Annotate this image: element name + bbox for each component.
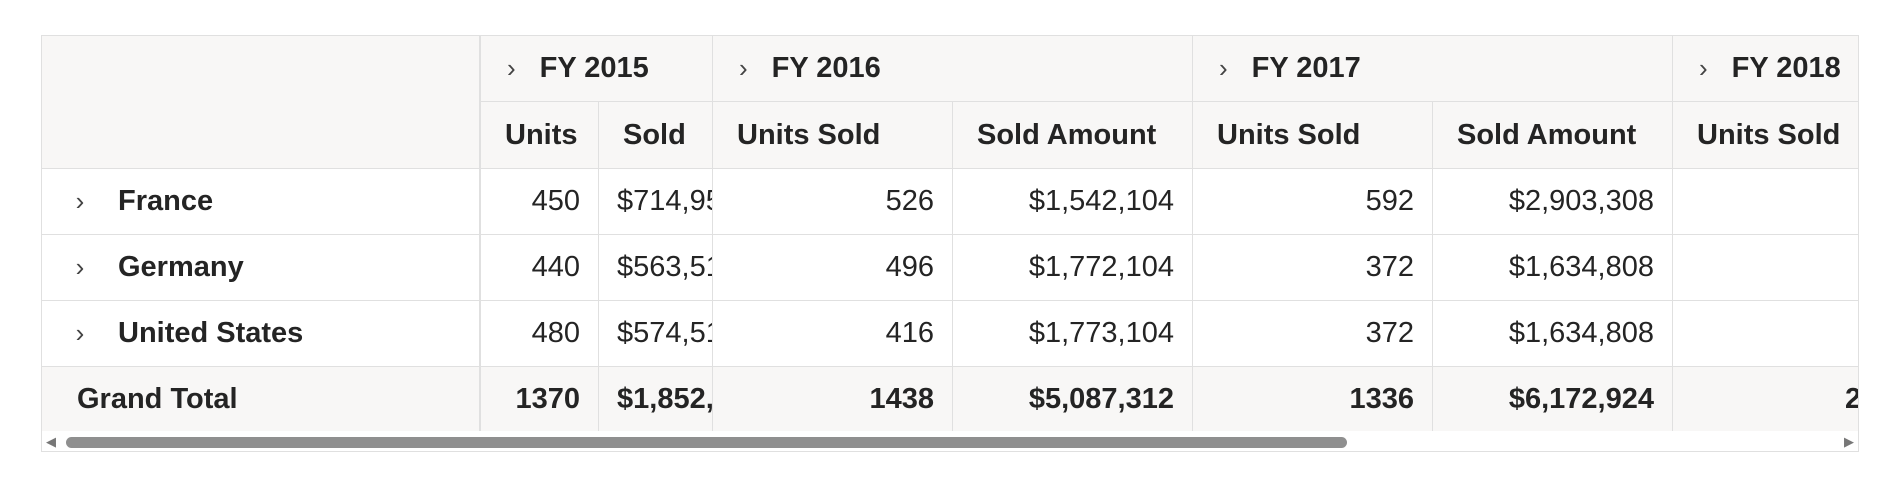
grand-total-cell: $1,852, [599, 367, 713, 431]
column-header-fy2016-sold-amount[interactable]: Sold Amount [953, 102, 1193, 169]
column-group-label: FY 2017 [1251, 52, 1361, 84]
row-header-united-states: › United States [42, 301, 479, 367]
grand-total-cell: 1438 [713, 367, 953, 431]
grand-total-cell: 1336 [1193, 367, 1433, 431]
value-cell: 480 [481, 301, 599, 367]
row-header-germany: › Germany [42, 235, 479, 301]
row-label: France [118, 185, 214, 217]
value-cell: $2,903,308 [1433, 169, 1673, 235]
value-cell: $563,51 [599, 235, 713, 301]
value-cell: $1,634,808 [1433, 301, 1673, 367]
chevron-right-icon[interactable]: › [75, 318, 85, 348]
scroll-right-icon[interactable]: ▶ [1844, 434, 1854, 449]
chevron-right-icon[interactable]: › [1219, 53, 1228, 83]
value-cell: 496 [713, 235, 953, 301]
column-group-fy2015: › FY 2015 [481, 36, 713, 102]
row-header-france: › France [42, 169, 479, 235]
value-cell [1673, 301, 1858, 367]
column-header-fy2018-units-sold[interactable]: Units Sold [1673, 102, 1858, 169]
grand-total-cell: $6,172,924 [1433, 367, 1673, 431]
chevron-right-icon[interactable]: › [75, 186, 85, 216]
value-cell: $1,773,104 [953, 301, 1193, 367]
chevron-right-icon[interactable]: › [739, 53, 748, 83]
value-scroll-area[interactable]: › FY 2015 › FY 2016 › FY 2017 › FY 2018 … [481, 36, 1858, 431]
column-group-fy2018: › FY 2018 [1673, 36, 1858, 102]
column-group-fy2017: › FY 2017 [1193, 36, 1673, 102]
column-group-fy2016: › FY 2016 [713, 36, 1193, 102]
column-header-fy2015-units[interactable]: Units [481, 102, 599, 169]
grand-total-label: Grand Total [42, 367, 479, 431]
column-group-label: FY 2015 [539, 52, 649, 84]
row-label: Germany [118, 251, 244, 283]
scrollbar-thumb[interactable] [66, 437, 1347, 448]
horizontal-scrollbar[interactable]: ◀ ▶ [42, 431, 1858, 451]
value-cell: 592 [1193, 169, 1433, 235]
value-cell: $714,95 [599, 169, 713, 235]
value-cell: 372 [1193, 235, 1433, 301]
row-header-panel: › France › Germany › United States Grand… [42, 36, 481, 431]
grand-total-cell: 2 [1673, 367, 1858, 431]
value-cell: 450 [481, 169, 599, 235]
column-header-fy2017-units-sold[interactable]: Units Sold [1193, 102, 1433, 169]
row-label: United States [118, 317, 304, 349]
chevron-right-icon[interactable]: › [75, 252, 85, 282]
column-header-fy2016-units-sold[interactable]: Units Sold [713, 102, 953, 169]
value-cell [1673, 169, 1858, 235]
scroll-left-icon[interactable]: ◀ [46, 434, 56, 449]
pivot-grid: › France › Germany › United States Grand… [41, 35, 1859, 452]
value-cell: 416 [713, 301, 953, 367]
value-cell: 372 [1193, 301, 1433, 367]
value-cell [1673, 235, 1858, 301]
column-group-label: FY 2016 [771, 52, 881, 84]
grand-total-cell: 1370 [481, 367, 599, 431]
value-cell: 440 [481, 235, 599, 301]
column-header-fy2017-sold-amount[interactable]: Sold Amount [1433, 102, 1673, 169]
corner-header-cell [42, 36, 479, 169]
grand-total-cell: $5,087,312 [953, 367, 1193, 431]
value-cell: 526 [713, 169, 953, 235]
column-group-label: FY 2018 [1731, 52, 1841, 84]
chevron-right-icon[interactable]: › [507, 53, 516, 83]
column-header-fy2015-sold[interactable]: Sold [599, 102, 713, 169]
value-cell: $1,772,104 [953, 235, 1193, 301]
value-cell: $1,634,808 [1433, 235, 1673, 301]
value-cell: $1,542,104 [953, 169, 1193, 235]
value-cell: $574,51 [599, 301, 713, 367]
chevron-right-icon[interactable]: › [1699, 53, 1708, 83]
